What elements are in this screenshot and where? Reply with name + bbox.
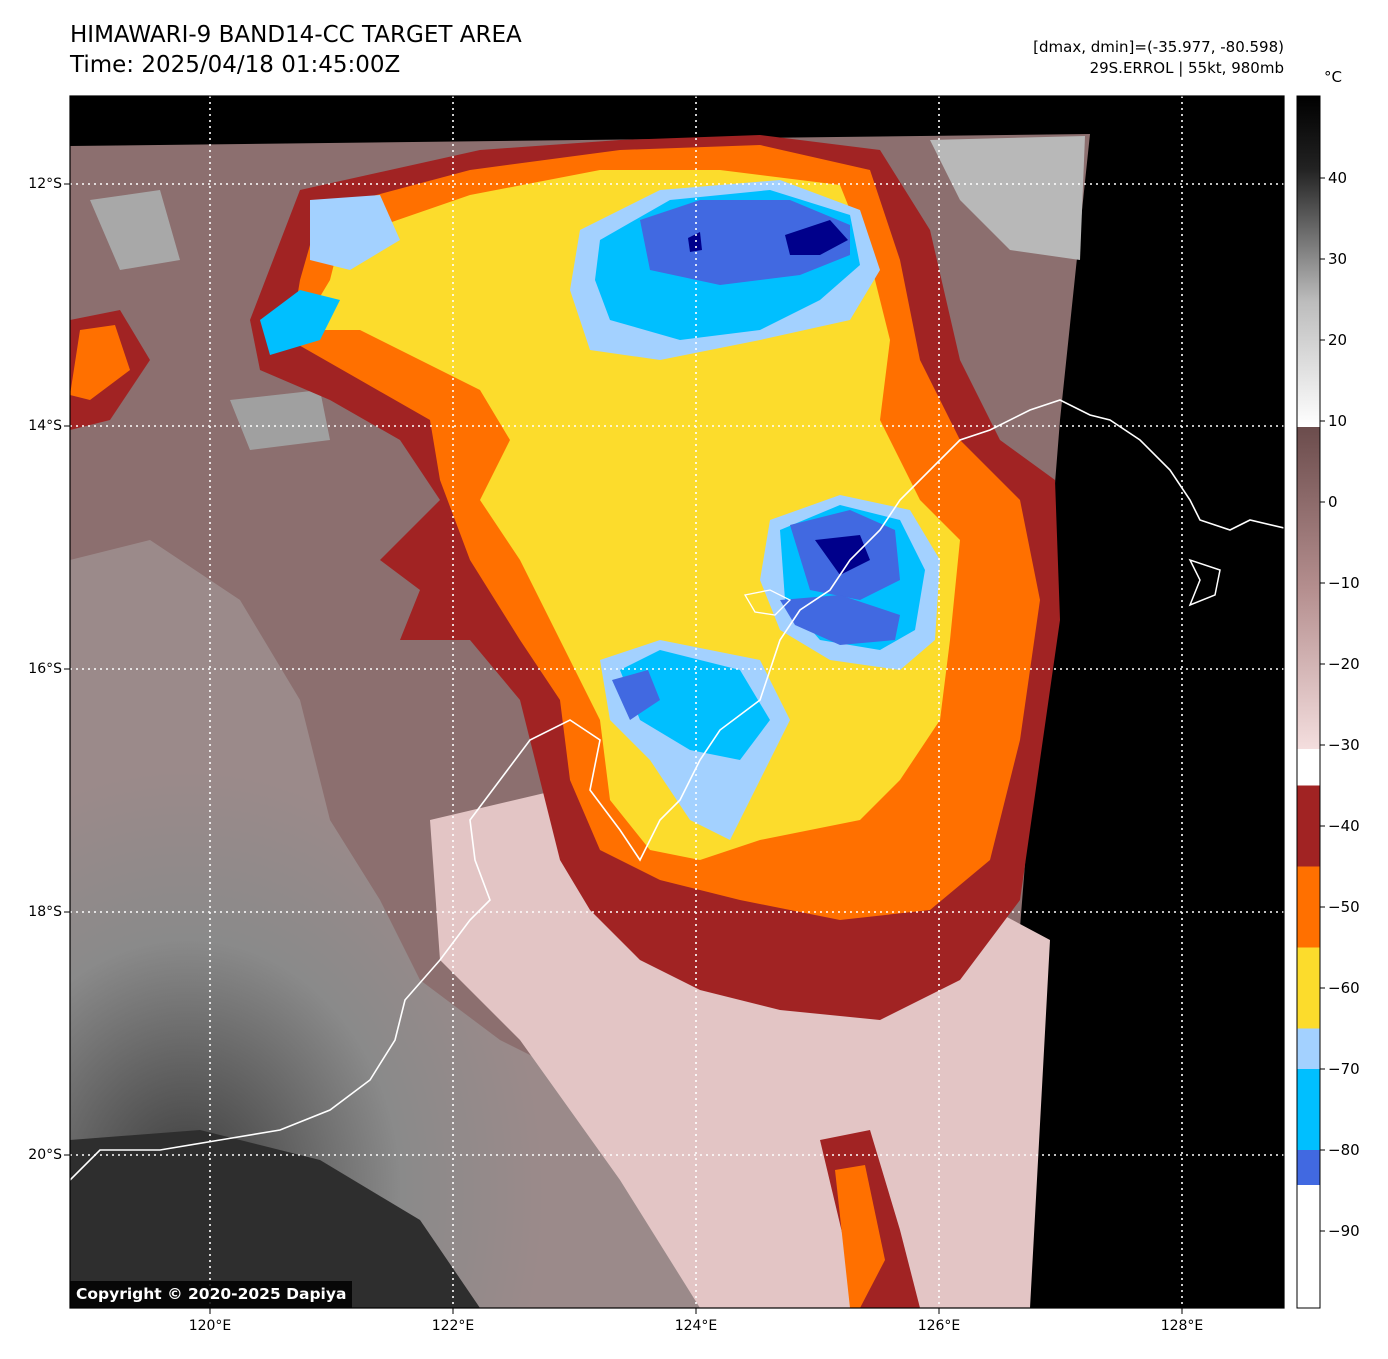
copyright-notice: Copyright © 2020-2025 Dapiya [70, 1281, 353, 1308]
lon-label-126e: 126°E [917, 1318, 961, 1334]
cloud-band-minus75-south [620, 650, 770, 760]
colorbar-tick-minus30: −30 [1328, 736, 1360, 754]
lon-label-120e: 120°E [188, 1318, 232, 1334]
graticule [70, 96, 1284, 1308]
dark-land-area [70, 1130, 480, 1308]
lat-label-20s: 20°S [28, 1147, 62, 1163]
colorbar-tick-0: 0 [1328, 493, 1338, 511]
map-frame [69, 95, 1285, 1309]
colorbar-band-4 [1297, 947, 1320, 1029]
colorbar-unit: °C [1324, 68, 1342, 86]
info-block: [dmax, dmin]=(-35.977, -80.598) 29S.ERRO… [1033, 37, 1284, 79]
cloud-band-minus85-north [785, 220, 848, 255]
colorbar-tick-minus20: −20 [1328, 655, 1360, 673]
chart-title: HIMAWARI-9 BAND14-CC TARGET AREA [70, 22, 522, 48]
cloud-band-minus75-west [260, 290, 340, 355]
colorbar-tick-minus70: −70 [1328, 1060, 1360, 1078]
cloud-band-minus50-west [70, 325, 130, 400]
gray-cloud-nw [90, 190, 180, 270]
coastline-island [1188, 558, 1221, 607]
colorbar-tick-minus60: −60 [1328, 979, 1360, 997]
warm-surface-area [70, 540, 720, 1308]
cloud-band-minus60 [300, 170, 960, 860]
cloud-band-minus50-south [835, 1165, 885, 1308]
colorbar-tick-40: 40 [1328, 169, 1348, 187]
gray-cloud-w [230, 390, 330, 450]
colorbar-tick-minus50: −50 [1328, 898, 1360, 916]
observation-time: Time: 2025/04/18 01:45:00Z [70, 52, 401, 78]
colorbar-band-5 [1297, 866, 1320, 948]
colorbar-band-3 [1297, 1028, 1320, 1069]
colorbar-band-6 [1297, 785, 1320, 867]
colorbar-tick-minus80: −80 [1328, 1141, 1360, 1159]
colorbar-tick-10: 10 [1328, 412, 1348, 430]
lat-label-18s: 18°S [28, 904, 62, 920]
cloud-band-minus85-spot [688, 232, 702, 252]
lon-label-122e: 122°E [431, 1318, 475, 1334]
title-block: HIMAWARI-9 BAND14-CC TARGET AREA Time: 2… [70, 20, 522, 80]
colorbar [1296, 95, 1325, 1309]
storm-info: 29S.ERROL | 55kt, 980mb [1089, 59, 1284, 77]
dmax-dmin-readout: [dmax, dmin]=(-35.977, -80.598) [1033, 38, 1284, 56]
colorbar-tick-minus90: −90 [1328, 1222, 1360, 1240]
cloud-band-minus80-center-south [780, 595, 900, 645]
lon-label-124e: 124°E [674, 1318, 718, 1334]
coastline [70, 399, 1284, 1181]
cloud-band-minus70-nw [310, 195, 400, 270]
colorbar-tick-20: 20 [1328, 331, 1348, 349]
cloud-band-minus85-center [815, 535, 870, 575]
colorbar-tick-30: 30 [1328, 250, 1348, 268]
cloud-band-minus80-north [640, 200, 850, 285]
colorbar-band-2 [1297, 1069, 1320, 1150]
coastline-inlet [743, 589, 792, 616]
gray-cloud-ne [930, 136, 1085, 260]
colorbar-tick-minus40: −40 [1328, 817, 1360, 835]
lon-label-128e: 128°E [1160, 1318, 1204, 1334]
colorbar-band-1 [1297, 1150, 1320, 1191]
cloud-band-minus80-south [612, 670, 660, 720]
lat-label-14s: 14°S [28, 418, 62, 434]
colorbar-tick-minus10: −10 [1328, 574, 1360, 592]
lat-label-12s: 12°S [28, 176, 62, 192]
lat-label-16s: 16°S [28, 661, 62, 677]
